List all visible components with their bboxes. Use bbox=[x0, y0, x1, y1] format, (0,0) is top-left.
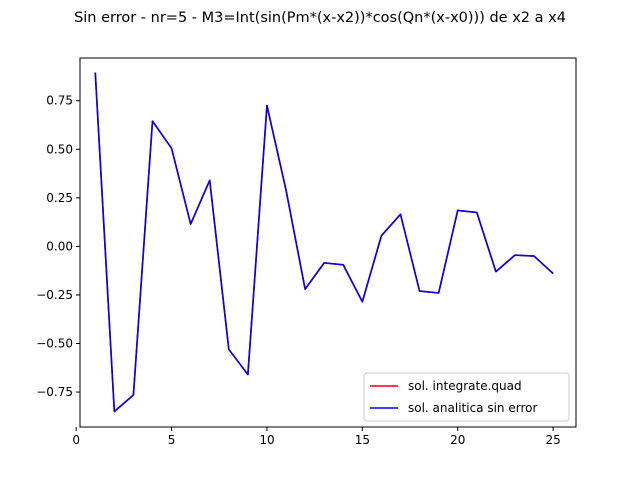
series-layer bbox=[94, 72, 554, 413]
x-tick-label: 15 bbox=[355, 433, 370, 447]
y-tick-label: −0.50 bbox=[36, 336, 73, 350]
y-tick-label: −0.75 bbox=[36, 385, 73, 399]
x-tick-label: 20 bbox=[450, 433, 465, 447]
x-tick-label: 0 bbox=[72, 433, 80, 447]
y-tick-label: 0.00 bbox=[46, 239, 73, 253]
axes: 0 5 10 15 20 25 −0.75 −0.50 −0.25 0.00 0.25 0.50 0.7… bbox=[36, 94, 561, 447]
y-tick-label: −0.25 bbox=[36, 288, 73, 302]
legend: sol. integrate.quad sol. analitica sin er… bbox=[363, 372, 570, 422]
x-tick-label: 10 bbox=[259, 433, 274, 447]
legend-label: sol. integrate.quad bbox=[408, 379, 522, 393]
chart-title: Sin error - nr=5 - M3=Int(sin(Pm*(x-x2))… bbox=[74, 10, 566, 26]
y-tick-label: 0.75 bbox=[46, 94, 73, 108]
legend-label: sol. analitica sin error bbox=[408, 401, 537, 415]
y-tick-label: 0.25 bbox=[46, 191, 73, 205]
x-tick-label: 25 bbox=[545, 433, 560, 447]
x-tick-label: 5 bbox=[168, 433, 176, 447]
plot-frame bbox=[79, 57, 577, 428]
y-tick-label: 0.50 bbox=[46, 142, 73, 156]
legend-box bbox=[363, 372, 570, 422]
series-line-1 bbox=[94, 72, 554, 413]
